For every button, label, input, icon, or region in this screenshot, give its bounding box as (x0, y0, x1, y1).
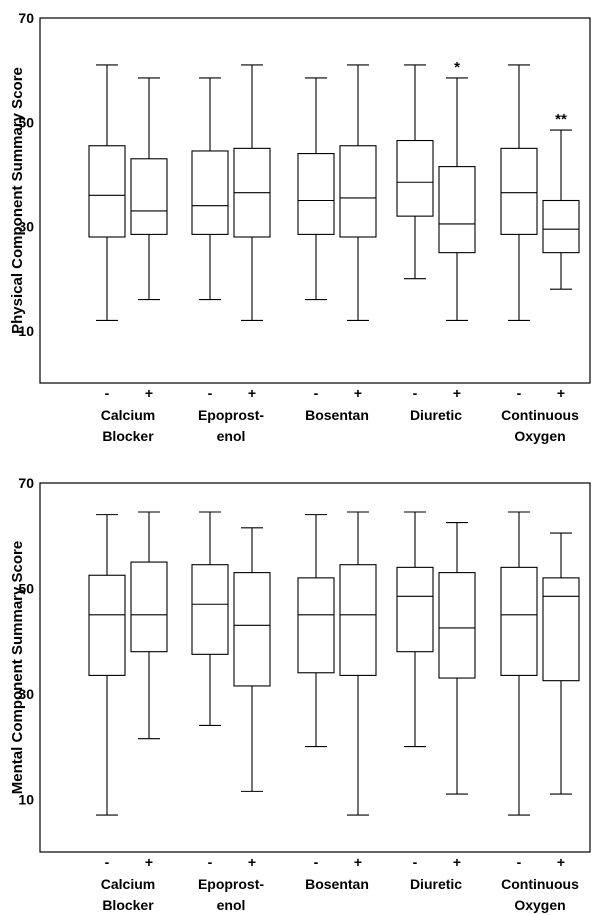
group-label: Oxygen (514, 428, 565, 444)
significance-marker: * (454, 59, 460, 76)
iqr-box (339, 564, 377, 676)
box-group-5-plus: ** (542, 111, 580, 290)
plus-label: + (557, 854, 565, 870)
box-group-1-plus (130, 511, 168, 740)
plus-label: + (248, 854, 256, 870)
group-label: Blocker (102, 897, 154, 913)
group-label: Continuous (501, 876, 579, 892)
minus-label: - (314, 854, 319, 870)
iqr-box (191, 564, 229, 655)
group-label: Epoprost- (198, 407, 264, 423)
plus-label: + (354, 385, 362, 401)
box-group-4-plus: * (438, 59, 476, 321)
iqr-box (297, 577, 335, 674)
plus-label: + (557, 385, 565, 401)
iqr-box (297, 153, 335, 235)
iqr-box (339, 145, 377, 238)
box-group-2-minus (191, 77, 229, 301)
minus-label: - (314, 385, 319, 401)
group-label: Continuous (501, 407, 579, 423)
iqr-box (438, 166, 476, 254)
plus-label: + (453, 854, 461, 870)
box-group-3-minus (297, 514, 335, 748)
iqr-box (130, 561, 168, 653)
box-group-4-minus (396, 511, 434, 748)
group-label: enol (217, 897, 246, 913)
y-tick-label: 30 (18, 219, 34, 235)
box-group-1-plus (130, 77, 168, 301)
minus-label: - (208, 385, 213, 401)
iqr-box (396, 566, 434, 653)
y-axis-label: Physical Component Summary Score (9, 67, 26, 334)
group-label: Calcium (101, 407, 155, 423)
group-label: Epoprost- (198, 876, 264, 892)
iqr-box (191, 150, 229, 235)
group-label: Diuretic (410, 407, 462, 423)
iqr-box (542, 577, 580, 682)
y-tick-label: 50 (18, 114, 34, 130)
group-label: Blocker (102, 428, 154, 444)
iqr-box (438, 572, 476, 679)
box-group-5-minus (500, 511, 538, 816)
group-label: Bosentan (305, 876, 369, 892)
y-tick-label: 50 (18, 580, 34, 596)
plus-label: + (453, 385, 461, 401)
plus-label: + (145, 854, 153, 870)
plot-frame (39, 17, 591, 384)
box-group-3-plus (339, 64, 377, 321)
box-group-2-minus (191, 511, 229, 727)
iqr-box (88, 574, 126, 676)
box-group-1-minus (88, 64, 126, 321)
plus-label: + (145, 385, 153, 401)
minus-label: - (208, 854, 213, 870)
minus-label: - (413, 385, 418, 401)
plus-label: + (248, 385, 256, 401)
group-label: Oxygen (514, 897, 565, 913)
iqr-box (88, 145, 126, 238)
plot-frame (39, 482, 591, 853)
box-group-5-minus (500, 64, 538, 321)
iqr-box (130, 158, 168, 235)
box-group-3-minus (297, 77, 335, 301)
minus-label: - (517, 854, 522, 870)
box-group-3-plus (339, 511, 377, 816)
y-tick-label: 70 (18, 475, 34, 491)
minus-label: - (413, 854, 418, 870)
minus-label: - (105, 854, 110, 870)
iqr-box (542, 199, 580, 254)
minus-label: - (517, 385, 522, 401)
y-axis-label: Mental Component Summary Score (9, 541, 26, 794)
plus-label: + (354, 854, 362, 870)
group-label: Bosentan (305, 407, 369, 423)
significance-marker: ** (555, 111, 567, 128)
minus-label: - (105, 385, 110, 401)
box-group-2-plus (233, 64, 271, 321)
group-label: Calcium (101, 876, 155, 892)
box-group-4-plus (438, 521, 476, 795)
group-label: Diuretic (410, 876, 462, 892)
box-group-4-minus (396, 64, 434, 280)
y-tick-label: 30 (18, 686, 34, 702)
box-group-5-plus (542, 532, 580, 795)
y-tick-label: 10 (18, 791, 34, 807)
box-group-2-plus (233, 527, 271, 792)
y-tick-label: 10 (18, 323, 34, 339)
iqr-box (233, 572, 271, 687)
iqr-box (396, 139, 434, 217)
box-group-1-minus (88, 514, 126, 816)
y-tick-label: 70 (18, 10, 34, 26)
iqr-box (500, 566, 538, 676)
group-label: enol (217, 428, 246, 444)
iqr-box (500, 147, 538, 235)
